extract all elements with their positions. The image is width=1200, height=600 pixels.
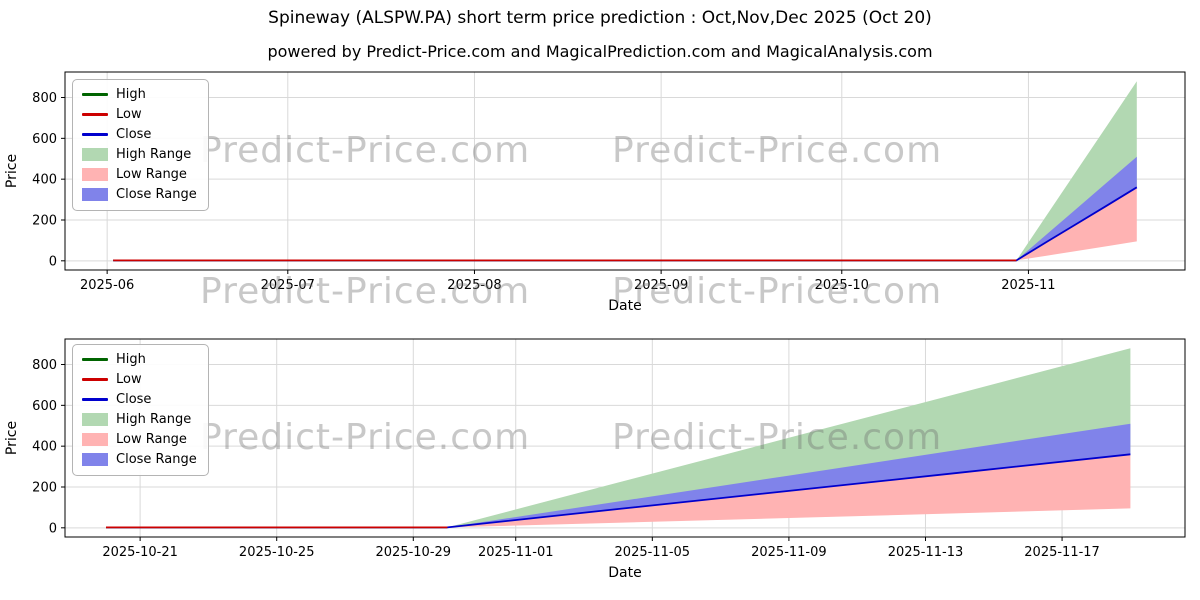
- legend-item-high: High: [82, 352, 197, 367]
- top-chart-legend: High Low Close High Range Low Range Close Ran…: [72, 79, 209, 211]
- legend-label: Low: [116, 372, 142, 387]
- band-low-range: [956, 187, 1137, 261]
- y-tick-label: 600: [32, 399, 57, 414]
- band-high-range: [956, 81, 1137, 261]
- plot-frame: [64, 71, 1186, 271]
- legend-label: Low: [116, 107, 142, 122]
- legend-swatch-close-range: [82, 453, 108, 466]
- legend-item-low-range: Low Range: [82, 432, 197, 447]
- x-tick-label: 2025-11-09: [751, 545, 827, 560]
- x-tick-label: 2025-10-29: [376, 545, 452, 560]
- y-tick-label: 200: [32, 213, 57, 228]
- legend-item-close-range: Close Range: [82, 187, 197, 202]
- y-tick-label: 400: [32, 440, 57, 455]
- legend-item-low: Low: [82, 372, 197, 387]
- legend-swatch-high-range: [82, 413, 108, 426]
- bottom-chart-legend: High Low Close High Range Low Range Close Ran…: [72, 344, 209, 476]
- legend-item-close: Close: [82, 392, 197, 407]
- plot-frame: [64, 338, 1186, 538]
- legend-label: Low Range: [116, 432, 187, 447]
- legend-item-low-range: Low Range: [82, 167, 197, 182]
- x-tick-label: 2025-08: [447, 278, 501, 293]
- y-tick-label: 800: [32, 91, 57, 106]
- legend-label: High Range: [116, 412, 192, 427]
- bottom-price-chart: 2025-10-21 2025-10-25 2025-10-29 2025-11-01…: [4, 338, 1186, 581]
- legend-swatch-close-range: [82, 188, 108, 201]
- legend-swatch-high-range: [82, 148, 108, 161]
- legend-label: Close Range: [116, 452, 197, 467]
- y-axis-label: Price: [4, 154, 20, 188]
- legend-swatch-close: [82, 133, 108, 136]
- legend-swatch-low: [82, 378, 108, 381]
- legend-label: Close Range: [116, 187, 197, 202]
- y-tick-label: 800: [32, 358, 57, 373]
- x-tick-label: 2025-11-01: [478, 545, 554, 560]
- legend-label: High Range: [116, 147, 192, 162]
- legend-swatch-high: [82, 93, 108, 96]
- legend-label: High: [116, 352, 146, 367]
- legend-item-close: Close: [82, 127, 197, 142]
- x-tick-label: 2025-11-05: [615, 545, 691, 560]
- y-tick-label: 200: [32, 480, 57, 495]
- x-tick-label: 2025-06: [80, 278, 134, 293]
- legend-swatch-low: [82, 113, 108, 116]
- line-close: [113, 186, 1138, 262]
- x-tick-label: 2025-10-21: [102, 545, 178, 560]
- x-axis-label: Date: [608, 298, 641, 314]
- legend-item-high: High: [82, 87, 197, 102]
- legend-swatch-low-range: [82, 168, 108, 181]
- legend-label: Close: [116, 392, 152, 407]
- y-tick-label: 600: [32, 132, 57, 147]
- legend-label: Close: [116, 127, 152, 142]
- x-axis-label: Date: [608, 565, 641, 581]
- x-tick-label: 2025-10-25: [239, 545, 315, 560]
- page-title: Spineway (ALSPW.PA) short term price pre…: [268, 8, 932, 28]
- page-subtitle: powered by Predict-Price.com and Magical…: [267, 42, 933, 61]
- legend-swatch-high: [82, 358, 108, 361]
- y-tick-label: 0: [49, 254, 57, 269]
- x-tick-label: 2025-11-17: [1024, 545, 1100, 560]
- x-tick-label: 2025-11: [1001, 278, 1055, 293]
- legend-item-close-range: Close Range: [82, 452, 197, 467]
- legend-item-low: Low: [82, 107, 197, 122]
- legend-label: High: [116, 87, 146, 102]
- x-tick-label: 2025-09: [634, 278, 688, 293]
- legend-item-high-range: High Range: [82, 412, 197, 427]
- y-tick-label: 400: [32, 173, 57, 188]
- legend-item-high-range: High Range: [82, 147, 197, 162]
- x-tick-label: 2025-10: [815, 278, 869, 293]
- legend-swatch-close: [82, 398, 108, 401]
- y-tick-label: 0: [49, 521, 57, 536]
- legend-swatch-low-range: [82, 433, 108, 446]
- legend-label: Low Range: [116, 167, 187, 182]
- y-axis-label: Price: [4, 421, 20, 455]
- band-high-range: [106, 348, 1131, 528]
- x-tick-label: 2025-11-13: [888, 545, 964, 560]
- x-tick-label: 2025-07: [261, 278, 315, 293]
- band-low-range: [106, 454, 1131, 528]
